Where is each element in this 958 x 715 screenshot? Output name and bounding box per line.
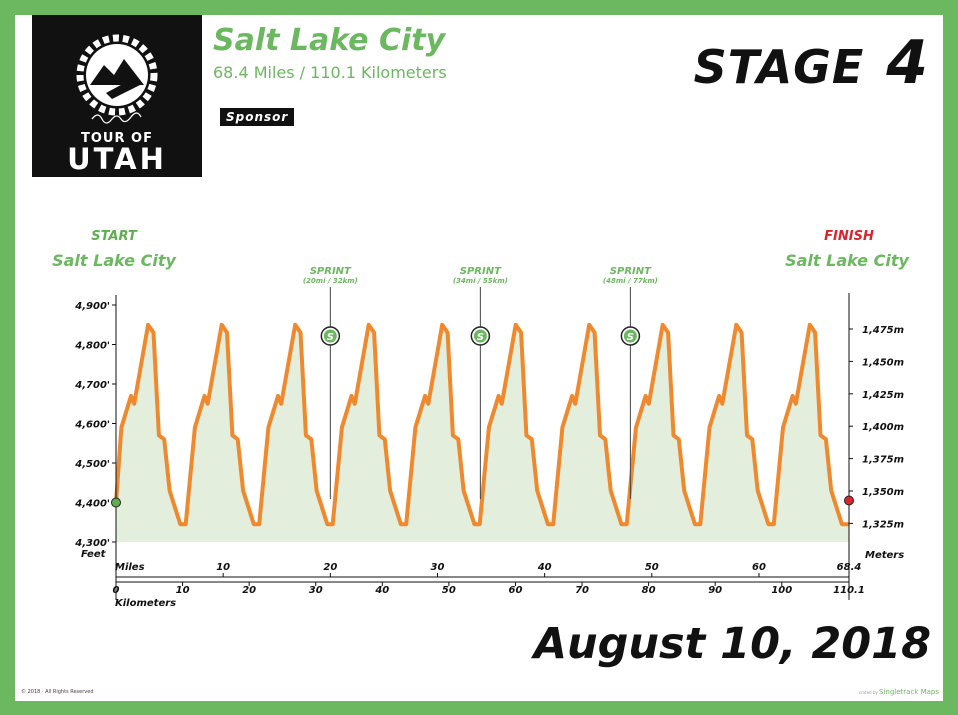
gear-icon bbox=[76, 34, 158, 116]
x-km-end-label: 110.1 bbox=[833, 585, 865, 596]
sprint-icon bbox=[473, 329, 487, 343]
x-miles-tick-label: 60 bbox=[752, 562, 766, 573]
x-km-tick-label: 80 bbox=[642, 585, 656, 596]
x-miles-tick-label: 40 bbox=[537, 562, 552, 573]
y-left-axis-label: Feet bbox=[81, 549, 107, 560]
start-city: Salt Lake City bbox=[52, 251, 176, 270]
y-left-tick-label: 4,400' bbox=[74, 499, 110, 510]
sprint-label: SPRINT bbox=[310, 266, 352, 277]
sprint-icon-label: S bbox=[477, 332, 484, 343]
finish-city: Salt Lake City bbox=[785, 251, 909, 270]
y-left-tick-label: 4,600' bbox=[74, 420, 110, 431]
sprint-icon-label: S bbox=[627, 332, 634, 343]
elevation-line bbox=[114, 322, 849, 527]
start-marker bbox=[111, 497, 121, 508]
stage-word: Stage bbox=[693, 40, 865, 94]
stage-city-title: Salt Lake City bbox=[213, 23, 446, 58]
y-left-tick-label: 4,800' bbox=[74, 341, 110, 352]
stage-distance: 68.4 Miles / 110.1 Kilometers bbox=[213, 63, 447, 82]
finish-marker bbox=[844, 495, 854, 506]
sprint-detail: (48mi / 77km) bbox=[603, 277, 658, 285]
x-miles-tick-label: 10 bbox=[216, 562, 230, 573]
x-km-tick-label: 40 bbox=[374, 585, 389, 596]
y-right-tick-label: 1,425m bbox=[862, 390, 904, 401]
y-right-tick-label: 1,475m bbox=[862, 325, 904, 336]
x-miles-tick-label: 30 bbox=[431, 562, 445, 573]
sponsor-badge: Sponsor bbox=[220, 108, 295, 126]
elevation-area bbox=[116, 324, 849, 542]
y-left-tick-label: 4,500' bbox=[74, 459, 110, 470]
x-miles-end-label: 68.4 bbox=[837, 562, 862, 573]
x-km-tick-label: 20 bbox=[242, 585, 256, 596]
page: TOUR OF UTAH Salt Lake City 68.4 Miles /… bbox=[15, 15, 943, 701]
stage-title: Stage 4 bbox=[694, 33, 929, 93]
x-km-tick-label: 0 bbox=[113, 585, 120, 596]
map-credit-name: Singletrack Maps bbox=[879, 688, 939, 696]
x-km-tick-label: 100 bbox=[771, 585, 792, 596]
x-km-tick-label: 10 bbox=[176, 585, 190, 596]
stage-number: 4 bbox=[886, 28, 929, 98]
y-left-tick-label: 4,900' bbox=[74, 301, 110, 312]
map-credit: crated by Singletrack Maps bbox=[858, 688, 939, 696]
x-miles-axis-label: Miles bbox=[115, 562, 145, 573]
x-miles-tick-label: 50 bbox=[645, 562, 659, 573]
x-km-axis-label: Kilometers bbox=[115, 598, 176, 609]
sprint-detail: (20mi / 32km) bbox=[303, 277, 358, 285]
sprint-label: SPRINT bbox=[460, 266, 502, 277]
y-right-tick-label: 1,400m bbox=[862, 422, 904, 433]
copyright: © 2018 · All Rights Reserved bbox=[21, 689, 94, 695]
logo-line2: UTAH bbox=[67, 142, 167, 176]
signature-icon bbox=[91, 112, 142, 124]
tour-of-utah-logo: TOUR OF UTAH bbox=[32, 15, 202, 177]
sprint-icon bbox=[623, 329, 637, 343]
x-km-tick-label: 60 bbox=[508, 585, 522, 596]
race-date: August 10, 2018 bbox=[533, 619, 931, 669]
finish-label: FINISH bbox=[824, 229, 874, 244]
x-km-tick-label: 50 bbox=[442, 585, 456, 596]
y-right-tick-label: 1,325m bbox=[862, 519, 904, 530]
x-km-tick-label: 90 bbox=[708, 585, 722, 596]
logo-line1: TOUR OF bbox=[81, 131, 153, 146]
sprint-detail: (34mi / 55km) bbox=[453, 277, 508, 285]
sprint-label: SPRINT bbox=[610, 266, 652, 277]
y-right-tick-label: 1,375m bbox=[862, 455, 904, 466]
y-right-axis-label: Meters bbox=[865, 550, 904, 561]
y-right-tick-label: 1,450m bbox=[862, 357, 904, 368]
start-label: START bbox=[91, 229, 138, 244]
x-miles-tick-label: 20 bbox=[323, 562, 337, 573]
y-left-tick-label: 4,300' bbox=[74, 538, 110, 549]
x-km-tick-label: 70 bbox=[575, 585, 589, 596]
sprint-icon-label: S bbox=[327, 332, 334, 343]
y-left-tick-label: 4,700' bbox=[74, 380, 110, 391]
y-right-tick-label: 1,350m bbox=[862, 487, 904, 498]
x-km-tick-label: 30 bbox=[309, 585, 323, 596]
sprint-icon bbox=[323, 329, 337, 343]
